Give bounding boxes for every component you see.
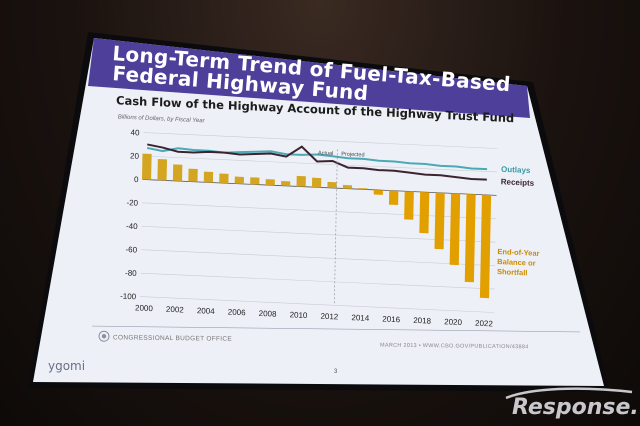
line-series bbox=[147, 143, 488, 181]
balance-bar bbox=[434, 192, 445, 250]
watermark-text: Response. bbox=[512, 395, 639, 420]
gridline-y bbox=[140, 296, 495, 313]
page-number: 3 bbox=[334, 369, 338, 375]
balance-bar bbox=[250, 177, 260, 185]
x-tick-label: 2000 bbox=[135, 303, 154, 313]
y-tick-label: -40 bbox=[126, 222, 138, 232]
balance-bar bbox=[172, 164, 183, 182]
y-tick-label: 20 bbox=[130, 151, 140, 160]
slide-surface bbox=[33, 38, 604, 386]
slide-title-band bbox=[88, 38, 530, 118]
x-tick-label: 2008 bbox=[259, 309, 278, 319]
balance-bar bbox=[141, 153, 152, 180]
balance-bar bbox=[327, 181, 337, 189]
footer-rule bbox=[92, 325, 580, 333]
balance-bar bbox=[219, 173, 229, 184]
balance-bar bbox=[388, 190, 399, 205]
y-tick-label: 0 bbox=[134, 175, 139, 184]
legend-outlays: Outlays bbox=[501, 165, 531, 175]
balance-bar bbox=[234, 176, 244, 184]
legend-shortfall: Balance or bbox=[497, 257, 536, 268]
balance-bar bbox=[373, 189, 383, 195]
gridline-y bbox=[140, 272, 495, 290]
x-tick-label: 2006 bbox=[228, 308, 247, 318]
y-tick-label: -80 bbox=[125, 268, 137, 278]
actual-projected-divider bbox=[333, 149, 338, 306]
legend-shortfall: End-of-Year bbox=[497, 247, 539, 258]
actual-label: Actual bbox=[318, 150, 333, 157]
x-tick-label: 2022 bbox=[475, 319, 494, 329]
x-tick-label: 2012 bbox=[320, 312, 339, 322]
balance-bar bbox=[157, 159, 168, 181]
balance-bar bbox=[188, 168, 198, 182]
footer-source: CONGRESSIONAL BUDGET OFFICE bbox=[113, 334, 232, 342]
x-tick-label: 2004 bbox=[197, 306, 216, 316]
brand-logo: ygomi bbox=[48, 359, 85, 373]
legend-shortfall: Shortfall bbox=[497, 267, 528, 277]
bar-series bbox=[141, 153, 492, 299]
response-watermark: Response. bbox=[505, 387, 639, 420]
units-label: Billions of Dollars, by Fiscal Year bbox=[118, 114, 206, 124]
balance-bar bbox=[479, 194, 492, 299]
outlays-line bbox=[147, 146, 488, 171]
cbo-seal-icon bbox=[98, 330, 110, 342]
x-tick-label: 2016 bbox=[382, 314, 401, 324]
balance-bar bbox=[311, 177, 322, 188]
balance-bar bbox=[296, 175, 306, 187]
balance-bar bbox=[342, 184, 353, 189]
x-tick-label: 2018 bbox=[413, 316, 432, 326]
projected-label: Projected bbox=[341, 151, 364, 158]
x-tick-label: 2002 bbox=[166, 305, 185, 315]
x-tick-label: 2014 bbox=[351, 313, 370, 323]
y-tick-label: -60 bbox=[125, 245, 137, 255]
balance-bar bbox=[419, 191, 430, 234]
balance-bar bbox=[358, 187, 368, 190]
balance-bar bbox=[265, 179, 275, 186]
slide-footer: CONGRESSIONAL BUDGET OFFICE MARCH 2013 •… bbox=[92, 325, 580, 351]
footer-date-url: MARCH 2013 • WWW.CBO.GOV/PUBLICATION/438… bbox=[380, 343, 529, 351]
balance-bar bbox=[449, 193, 461, 266]
balance-bar bbox=[464, 194, 476, 283]
annotations: Actual Projected Outlays Receipts End-of-Yea… bbox=[318, 149, 540, 306]
receipts-line bbox=[147, 143, 487, 181]
gridline-y bbox=[141, 249, 496, 266]
gridline-y bbox=[143, 132, 498, 149]
balance-bar bbox=[203, 171, 214, 183]
x-tick-label: 2020 bbox=[444, 317, 463, 327]
x-tick-label: 2010 bbox=[290, 310, 309, 320]
y-axis: 40 20 0 -20 -40 -60 -80 -100 bbox=[120, 128, 140, 302]
cbo-seal-inner bbox=[101, 334, 107, 339]
y-tick-label: -100 bbox=[120, 292, 137, 302]
y-tick-label: 40 bbox=[130, 128, 140, 137]
legend-receipts: Receipts bbox=[501, 177, 535, 188]
gridline-y bbox=[143, 155, 498, 173]
watermark-swoosh bbox=[505, 387, 633, 400]
balance-bar bbox=[281, 180, 291, 187]
chart: Cash Flow of the Highway Account of the … bbox=[116, 93, 540, 328]
x-axis: 2000 2002 2004 2006 2008 2010 2012 2014 2016 2018… bbox=[135, 303, 494, 328]
balance-bar bbox=[404, 191, 414, 220]
y-tick-label: -20 bbox=[126, 198, 138, 208]
